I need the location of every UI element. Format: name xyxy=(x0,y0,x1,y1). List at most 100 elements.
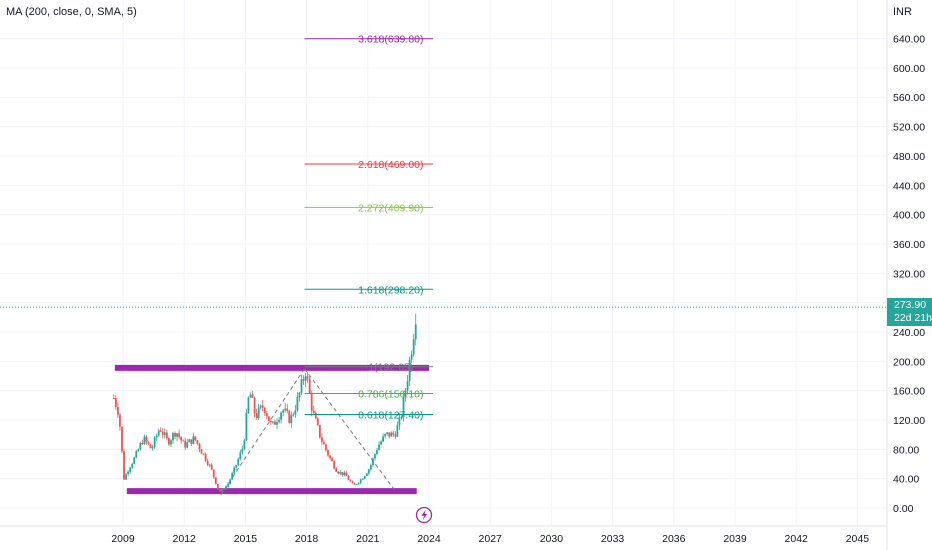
y-tick-label: 0.00 xyxy=(893,503,914,515)
fib-level-label: 0.618(127.40) xyxy=(358,410,423,422)
x-tick-label: 2036 xyxy=(662,533,686,545)
x-tick-label: 2015 xyxy=(234,533,258,545)
candle-body xyxy=(149,444,152,449)
candle-body xyxy=(296,396,299,411)
candle-body xyxy=(131,463,134,468)
fib-trend-line-bc xyxy=(304,368,395,490)
candle-body xyxy=(202,453,205,455)
candle-body xyxy=(276,422,278,425)
candle-body xyxy=(378,444,380,451)
candle-body xyxy=(204,454,207,461)
candle-body xyxy=(172,433,174,441)
candle-body xyxy=(186,442,189,448)
fib-level-label: 3.618(639.80) xyxy=(358,34,423,46)
candle-body xyxy=(178,433,180,437)
candle-body xyxy=(155,435,158,438)
candle-body xyxy=(367,469,370,474)
x-tick-label: 2018 xyxy=(295,533,319,545)
bar-countdown: 22d 21h xyxy=(894,312,932,324)
x-tick-label: 2009 xyxy=(111,533,135,545)
candle-body xyxy=(372,458,374,466)
candle-body xyxy=(210,464,213,470)
candle-body xyxy=(310,392,313,411)
candle-body xyxy=(188,439,191,443)
candle-body xyxy=(327,450,329,456)
currency-label: INR xyxy=(893,6,912,18)
candle-body xyxy=(270,420,272,423)
candle-body xyxy=(180,436,183,441)
candle-body xyxy=(221,488,223,492)
candle-body xyxy=(361,478,364,480)
fib-trend-line-ab xyxy=(220,368,305,496)
candle-body xyxy=(161,431,164,435)
candle-body xyxy=(249,394,252,398)
candle-body xyxy=(235,465,238,468)
candle-body xyxy=(392,432,395,435)
y-tick-label: 560.00 xyxy=(893,92,925,104)
candle-body xyxy=(147,441,150,445)
y-tick-label: 520.00 xyxy=(893,122,925,134)
candle-body xyxy=(349,479,352,482)
candle-body xyxy=(294,410,297,415)
candle-body xyxy=(286,408,289,411)
candle-body xyxy=(333,461,336,469)
candle-body xyxy=(145,436,148,442)
y-tick-label: 160.00 xyxy=(893,386,925,398)
x-tick-label: 2045 xyxy=(846,533,870,545)
candle-body xyxy=(255,413,258,418)
candle-body xyxy=(151,447,154,449)
candle-body xyxy=(284,408,287,411)
fib-level-label: 1(192.65) xyxy=(368,362,413,374)
y-tick-label: 40.00 xyxy=(893,474,919,486)
candle-body xyxy=(239,452,242,460)
candle-body xyxy=(380,441,382,445)
y-tick-label: 240.00 xyxy=(893,327,925,339)
candle-body xyxy=(274,421,276,425)
candle-body xyxy=(214,477,217,485)
candle-body xyxy=(316,418,319,425)
candle-body xyxy=(114,398,117,408)
candle-body xyxy=(135,451,138,458)
candle-body xyxy=(223,488,225,490)
candle-body xyxy=(388,432,391,437)
candle-body xyxy=(165,432,168,439)
candle-body xyxy=(312,410,315,414)
last-price-badge: 273.90 22d 21h xyxy=(887,298,932,326)
x-tick-label: 2024 xyxy=(417,533,441,545)
candle-body xyxy=(290,414,293,424)
candle-body xyxy=(318,424,321,438)
candle-body xyxy=(247,397,250,413)
x-tick-label: 2033 xyxy=(601,533,625,545)
x-tick-label: 2021 xyxy=(356,533,380,545)
candle-body xyxy=(200,449,203,454)
candle-body xyxy=(141,443,144,445)
candle-body xyxy=(198,443,201,450)
x-tick-label: 2030 xyxy=(540,533,564,545)
candle-body xyxy=(143,436,146,445)
indicator-legend[interactable]: MA (200, close, 0, SMA, 5) xyxy=(6,6,137,18)
candle-body xyxy=(174,433,176,437)
y-tick-label: 200.00 xyxy=(893,356,925,368)
candle-body xyxy=(176,433,178,437)
last-price-value: 273.90 xyxy=(894,299,927,311)
candle-body xyxy=(369,465,372,470)
candle-body xyxy=(298,392,301,397)
candle-body xyxy=(267,416,270,421)
candle-body xyxy=(153,437,156,448)
candle-body xyxy=(117,407,119,415)
event-flash-icon[interactable] xyxy=(415,506,433,524)
drawings-layer xyxy=(0,306,887,496)
candles-layer xyxy=(112,313,417,492)
candle-body xyxy=(414,324,417,340)
candle-body xyxy=(157,430,160,436)
candle-body xyxy=(206,460,209,465)
candle-body xyxy=(337,471,340,474)
candle-body xyxy=(339,471,342,474)
fibonacci-extension[interactable]: 3.618(639.80) 2.618(469.00) 2.272(409.90) 1… xyxy=(304,34,434,422)
candle-body xyxy=(357,482,360,485)
candle-body xyxy=(216,484,219,490)
candle-body xyxy=(288,410,291,424)
candle-body xyxy=(280,412,282,420)
